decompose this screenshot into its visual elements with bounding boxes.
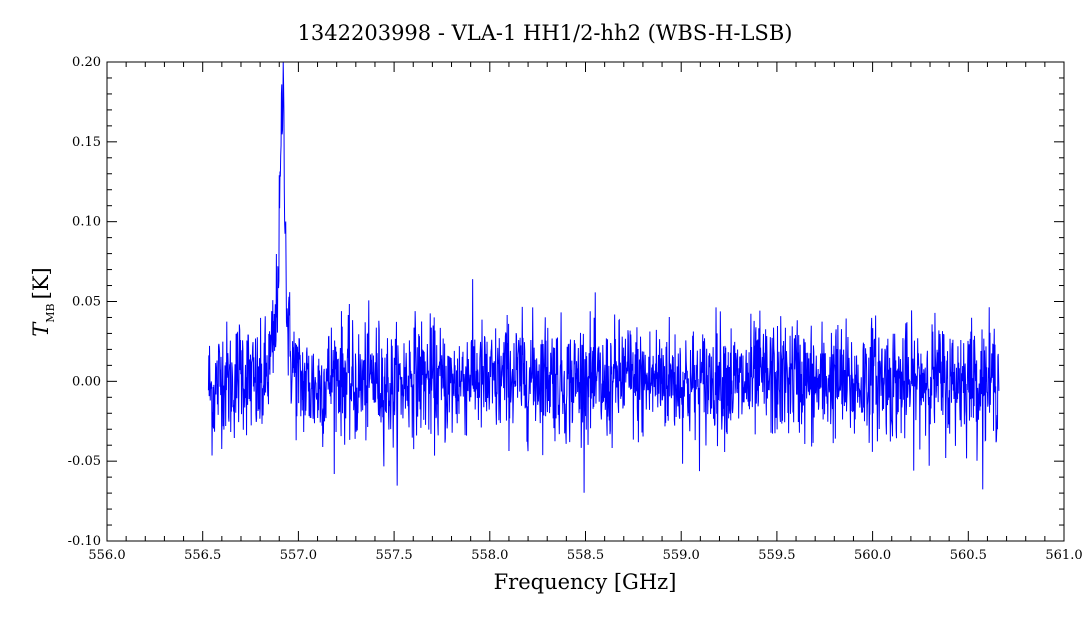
- axis-tick-labels: 556.0 556.5 557.0 557.5 558.0 558.5 559.0 559.5…: [68, 55, 1083, 563]
- x-tick-label: 560.5: [950, 548, 987, 563]
- x-tick-label: 559.5: [758, 548, 795, 563]
- y-tick-label: 0.00: [72, 374, 101, 389]
- plot-area: 556.0 556.5 557.0 557.5 558.0 558.5 559.0 559.5…: [68, 55, 1083, 563]
- y-axis-label-group: TMB [K]: [29, 267, 57, 336]
- plot-frame: [106, 61, 1065, 542]
- y-axis-label-symbol: T: [29, 321, 53, 337]
- y-axis-label-unit: [K]: [29, 267, 53, 299]
- x-tick-label: 558.5: [567, 548, 604, 563]
- x-tick-label: 557.0: [280, 548, 317, 563]
- axis-ticks: [106, 61, 1065, 542]
- x-axis-label: Frequency [GHz]: [494, 570, 677, 594]
- x-tick-label: 561.0: [1045, 548, 1082, 563]
- x-tick-label: 556.0: [88, 548, 125, 563]
- y-tick-label: 0.20: [72, 55, 101, 70]
- spectrum-series-line: [207, 61, 1000, 493]
- y-tick-label: -0.10: [68, 534, 101, 549]
- chart-title: 1342203998 - VLA-1 HH1/2-hh2 (WBS-H-LSB): [298, 21, 793, 45]
- x-tick-label: 560.0: [854, 548, 891, 563]
- y-axis-label: TMB [K]: [29, 267, 57, 336]
- y-tick-label: 0.15: [72, 135, 101, 150]
- x-tick-label: 558.0: [471, 548, 508, 563]
- x-tick-label: 556.5: [184, 548, 221, 563]
- y-tick-label: -0.05: [68, 454, 101, 469]
- y-tick-label: 0.05: [72, 295, 101, 310]
- y-tick-label: 0.10: [72, 215, 101, 230]
- y-axis-label-subscript: MB: [44, 303, 57, 322]
- x-tick-label: 559.0: [663, 548, 700, 563]
- x-tick-label: 557.5: [375, 548, 412, 563]
